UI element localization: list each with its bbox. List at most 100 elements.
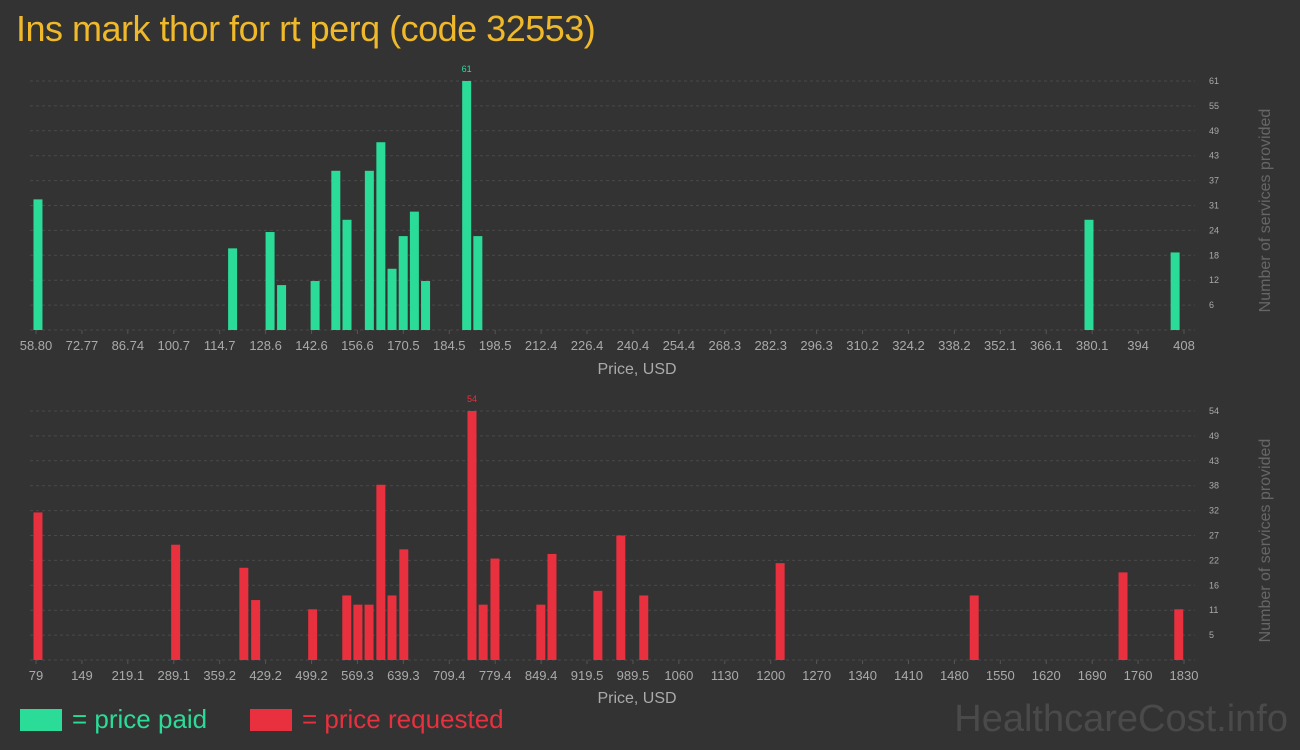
requested-y-tick-label: 27 <box>1209 531 1219 541</box>
paid-x-tick-label: 86.74 <box>112 338 145 353</box>
requested-x-tick-label: 1200 <box>756 668 785 683</box>
requested-x-tick-label: 1410 <box>894 668 923 683</box>
requested-x-tick-label: 219.1 <box>112 668 145 683</box>
paid-x-tick-label: 268.3 <box>709 338 742 353</box>
requested-bar <box>308 609 318 660</box>
requested-x-tick-label: 709.4 <box>433 668 466 683</box>
requested-bar <box>639 595 649 660</box>
requested-x-tick-label: 429.2 <box>249 668 282 683</box>
requested-y-tick-label: 5 <box>1209 630 1214 640</box>
paid-bar <box>331 170 341 330</box>
paid-y-tick-label: 55 <box>1209 101 1219 111</box>
requested-x-tick-label: 849.4 <box>525 668 558 683</box>
requested-x-tick-label: 1270 <box>802 668 831 683</box>
requested-peak-label: 54 <box>467 394 477 404</box>
requested-x-tick-label: 1340 <box>848 668 877 683</box>
paid-bar <box>33 199 43 330</box>
requested-bar <box>467 411 477 660</box>
requested-bar <box>33 512 43 660</box>
paid-x-tick-label: 58.80 <box>20 338 53 353</box>
paid-x-tick-label: 282.3 <box>754 338 787 353</box>
requested-bar <box>353 604 363 660</box>
paid-bar <box>277 285 287 330</box>
paid-bar <box>376 142 386 330</box>
paid-bar <box>462 81 472 330</box>
paid-x-tick-label: 338.2 <box>938 338 971 353</box>
paid-y-tick-label: 31 <box>1209 201 1219 211</box>
paid-bar <box>421 281 431 330</box>
requested-bar <box>387 595 397 660</box>
watermark: HealthcareCost.info <box>954 698 1288 740</box>
paid-x-tick-label: 72.77 <box>66 338 99 353</box>
requested-bar <box>364 604 374 660</box>
paid-y-tick-label: 43 <box>1209 151 1219 161</box>
paid-y-tick-label: 24 <box>1209 225 1219 235</box>
paid-y-axis-title: Number of services provided <box>1257 109 1274 313</box>
paid-bar <box>473 236 483 330</box>
paid-x-tick-label: 394 <box>1127 338 1149 353</box>
paid-bar <box>310 281 320 330</box>
paid-y-tick-label: 61 <box>1209 76 1219 86</box>
paid-x-tick-label: 296.3 <box>800 338 833 353</box>
requested-x-tick-label: 1690 <box>1078 668 1107 683</box>
paid-x-tick-label: 408 <box>1173 338 1195 353</box>
requested-x-tick-label: 1060 <box>664 668 693 683</box>
paid-bar <box>342 219 352 330</box>
requested-x-tick-label: 1550 <box>986 668 1015 683</box>
requested-bar <box>616 535 626 660</box>
requested-y-tick-label: 38 <box>1209 481 1219 491</box>
requested-x-tick-label: 1620 <box>1032 668 1061 683</box>
paid-x-tick-label: 184.5 <box>433 338 466 353</box>
requested-y-tick-label: 43 <box>1209 456 1219 466</box>
requested-x-tick-label: 289.1 <box>157 668 190 683</box>
requested-y-tick-label: 32 <box>1209 506 1219 516</box>
paid-x-tick-label: 324.2 <box>892 338 925 353</box>
requested-x-tick-label: 919.5 <box>571 668 604 683</box>
requested-bar <box>536 604 546 660</box>
paid-bar <box>364 170 374 330</box>
paid-bar <box>387 268 397 330</box>
requested-x-tick-label: 779.4 <box>479 668 512 683</box>
page-title: Ins mark thor for rt perq (code 32553) <box>16 8 596 49</box>
paid-x-tick-label: 226.4 <box>571 338 604 353</box>
requested-bar <box>399 549 409 660</box>
requested-x-tick-label: 1130 <box>711 668 739 683</box>
legend-paid-swatch <box>20 708 62 731</box>
requested-y-axis-title: Number of services provided <box>1257 439 1274 643</box>
requested-x-tick-label: 359.2 <box>203 668 236 683</box>
paid-bar <box>409 211 419 330</box>
requested-y-tick-label: 22 <box>1209 555 1219 565</box>
paid-x-tick-label: 254.4 <box>663 338 696 353</box>
paid-x-tick-label: 170.5 <box>387 338 420 353</box>
requested-bar <box>239 567 249 660</box>
paid-x-tick-label: 240.4 <box>617 338 650 353</box>
paid-x-tick-label: 128.6 <box>249 338 282 353</box>
requested-bar <box>969 595 979 660</box>
paid-y-tick-label: 18 <box>1209 250 1219 260</box>
requested-bar <box>490 558 500 660</box>
requested-x-axis-title: Price, USD <box>597 690 676 707</box>
paid-peak-label: 61 <box>462 64 472 74</box>
paid-x-tick-label: 114.7 <box>204 338 236 353</box>
legend-requested: = price requested <box>250 704 504 735</box>
requested-x-tick-label: 79 <box>29 668 43 683</box>
requested-bar <box>547 553 557 660</box>
legend-paid-label: = price paid <box>72 704 208 734</box>
paid-x-tick-label: 212.4 <box>525 338 558 353</box>
requested-bar <box>775 563 785 660</box>
requested-bar <box>251 600 261 660</box>
requested-bar <box>376 484 386 660</box>
paid-x-tick-label: 142.6 <box>295 338 328 353</box>
requested-bar <box>342 595 352 660</box>
paid-bar <box>1170 252 1180 330</box>
paid-x-tick-label: 380.1 <box>1076 338 1109 353</box>
paid-y-tick-label: 49 <box>1209 126 1219 136</box>
paid-bar <box>398 236 408 330</box>
requested-y-tick-label: 11 <box>1209 605 1218 615</box>
paid-x-axis-title: Price, USD <box>597 361 676 378</box>
requested-bar <box>1174 609 1184 660</box>
paid-x-tick-label: 366.1 <box>1030 338 1063 353</box>
requested-x-tick-label: 149 <box>71 668 93 683</box>
requested-y-tick-label: 54 <box>1209 406 1219 416</box>
